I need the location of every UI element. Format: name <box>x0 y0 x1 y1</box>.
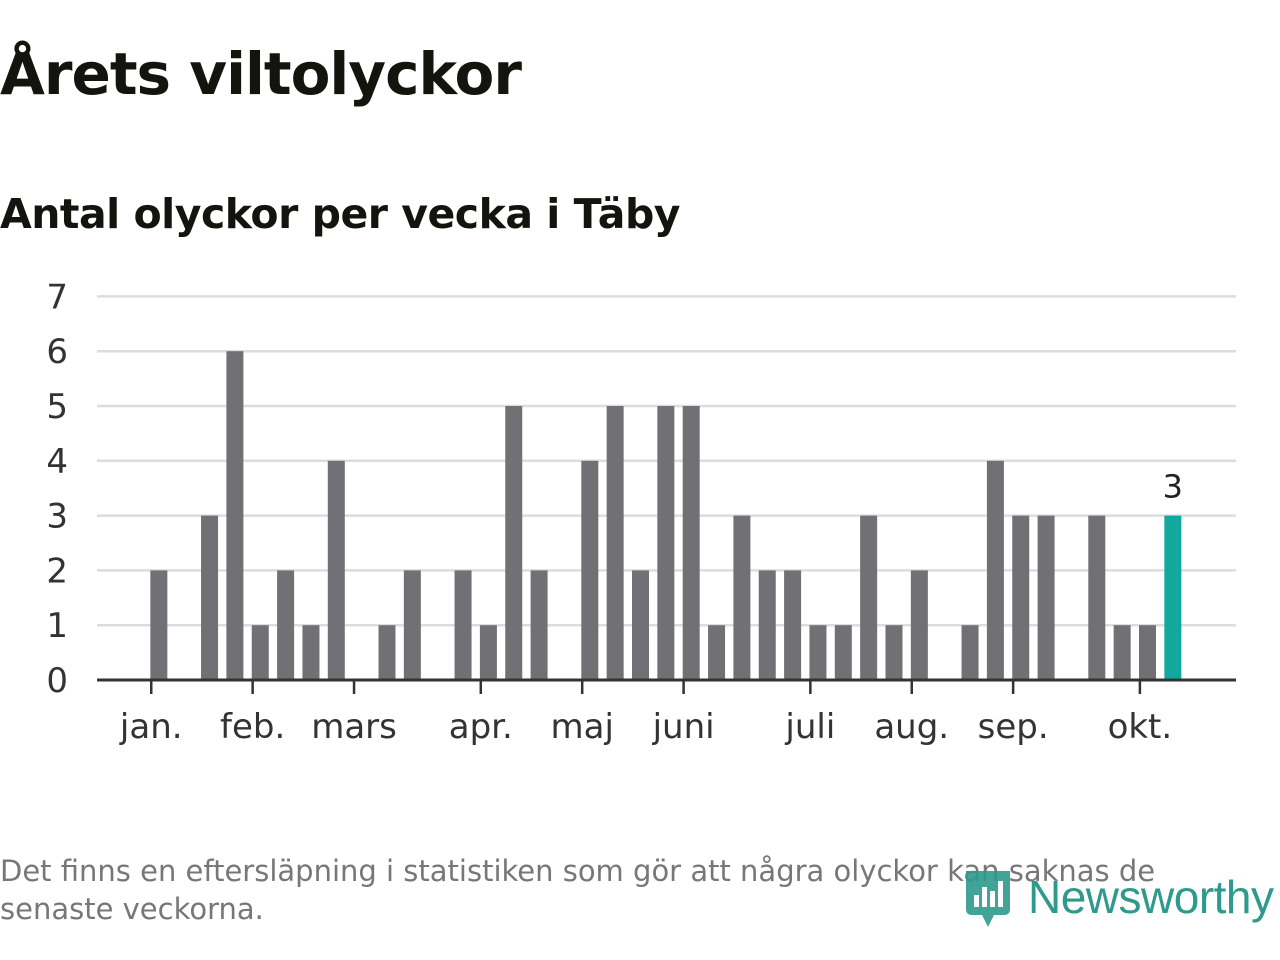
x-axis <box>97 678 1236 694</box>
bar-week-24 <box>708 625 726 680</box>
newsworthy-logo: Newsworthy <box>962 862 1280 932</box>
bar-week-39 <box>1088 515 1106 680</box>
bar-week-20 <box>606 406 624 680</box>
y-tick-label: 2 <box>46 551 68 591</box>
y-axis-tick-labels: 0 1 2 3 4 5 6 7 <box>46 277 68 701</box>
month-label: apr. <box>449 707 513 747</box>
month-label: okt. <box>1108 707 1173 747</box>
month-label: juli <box>784 707 835 747</box>
bar-week-15 <box>479 625 497 680</box>
chart-title: Årets viltolyckor <box>0 40 522 108</box>
month-label: aug. <box>874 707 949 747</box>
bar-week-2 <box>150 570 168 680</box>
bar-week-40 <box>1113 625 1131 680</box>
bar-week-37 <box>1037 515 1055 680</box>
bar-week-5 <box>226 351 244 680</box>
data-labels: 3 <box>1163 468 1183 506</box>
y-tick-label: 6 <box>46 332 68 372</box>
bar-week-14 <box>454 570 472 680</box>
y-tick-label: 1 <box>46 606 68 646</box>
bar-week-17 <box>530 570 548 680</box>
bar-week-21 <box>632 570 649 680</box>
bar-week-16 <box>505 406 523 680</box>
bar-week-29 <box>834 625 852 680</box>
y-tick-label: 0 <box>46 661 68 701</box>
bar-week-35 <box>986 460 1004 680</box>
x-axis-month-labels: jan. feb. mars apr. maj juni juli aug. sep. okt. <box>119 707 1172 747</box>
y-tick-label: 5 <box>46 387 68 427</box>
bar-week-11 <box>378 625 396 680</box>
month-label: sep. <box>978 707 1049 747</box>
bar-week-8 <box>302 625 320 680</box>
bar-week-9 <box>327 460 345 680</box>
month-label: mars <box>311 707 397 747</box>
data-label: 3 <box>1163 468 1183 506</box>
bar-week-22 <box>657 406 675 680</box>
brand-name: Newsworthy <box>1028 871 1274 923</box>
footnote: Det finns en eftersläpning i statistiken… <box>0 854 1156 926</box>
month-label: feb. <box>220 707 285 747</box>
bar-week-4 <box>201 515 219 680</box>
newsworthy-logo-icon <box>966 871 1010 927</box>
bar-week-19 <box>581 460 599 680</box>
bar-week-26 <box>758 570 776 680</box>
bar-week-27 <box>784 570 802 680</box>
y-tick-label: 3 <box>46 497 68 537</box>
bar-week-6 <box>251 625 269 680</box>
bar-week-28 <box>809 625 827 680</box>
bar-week-41 <box>1139 625 1156 680</box>
bar-week-42 <box>1164 515 1182 680</box>
bars <box>150 351 1182 680</box>
month-label: juni <box>652 707 715 747</box>
bar-week-32 <box>910 570 928 680</box>
bar-week-12 <box>403 570 421 680</box>
y-tick-label: 4 <box>46 442 68 482</box>
month-label: maj <box>550 707 613 747</box>
bar-week-25 <box>733 515 751 680</box>
bar-chart: 0 1 2 3 4 5 6 7 jan. feb. mars apr. maj juni juli aug.… <box>46 277 1236 747</box>
bar-week-30 <box>860 515 878 680</box>
bar-week-36 <box>1012 515 1030 680</box>
bar-week-31 <box>885 625 903 680</box>
y-tick-label: 7 <box>46 277 68 317</box>
month-label: jan. <box>119 707 183 747</box>
chart-subtitle: Antal olyckor per vecka i Täby <box>0 190 681 238</box>
bar-week-23 <box>682 406 700 680</box>
bar-week-34 <box>961 625 979 680</box>
bar-week-7 <box>277 570 295 680</box>
